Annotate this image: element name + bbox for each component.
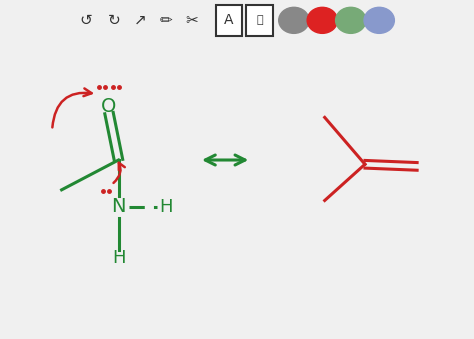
FancyArrowPatch shape [52, 88, 91, 127]
Text: ↺: ↺ [79, 13, 91, 28]
Text: ↻: ↻ [108, 13, 120, 28]
Text: ↗: ↗ [134, 13, 146, 28]
Text: A: A [224, 13, 234, 27]
Circle shape [336, 7, 366, 33]
Text: H: H [159, 198, 173, 216]
Text: O: O [101, 97, 117, 116]
FancyBboxPatch shape [246, 5, 273, 36]
Text: N: N [111, 197, 126, 216]
FancyArrowPatch shape [113, 163, 125, 183]
Text: H: H [112, 249, 125, 267]
FancyBboxPatch shape [216, 5, 242, 36]
Text: ✏: ✏ [160, 13, 172, 28]
Circle shape [364, 7, 394, 33]
Circle shape [307, 7, 337, 33]
Text: ✂: ✂ [186, 13, 198, 28]
Text: 🖼: 🖼 [256, 15, 263, 25]
Circle shape [279, 7, 309, 33]
